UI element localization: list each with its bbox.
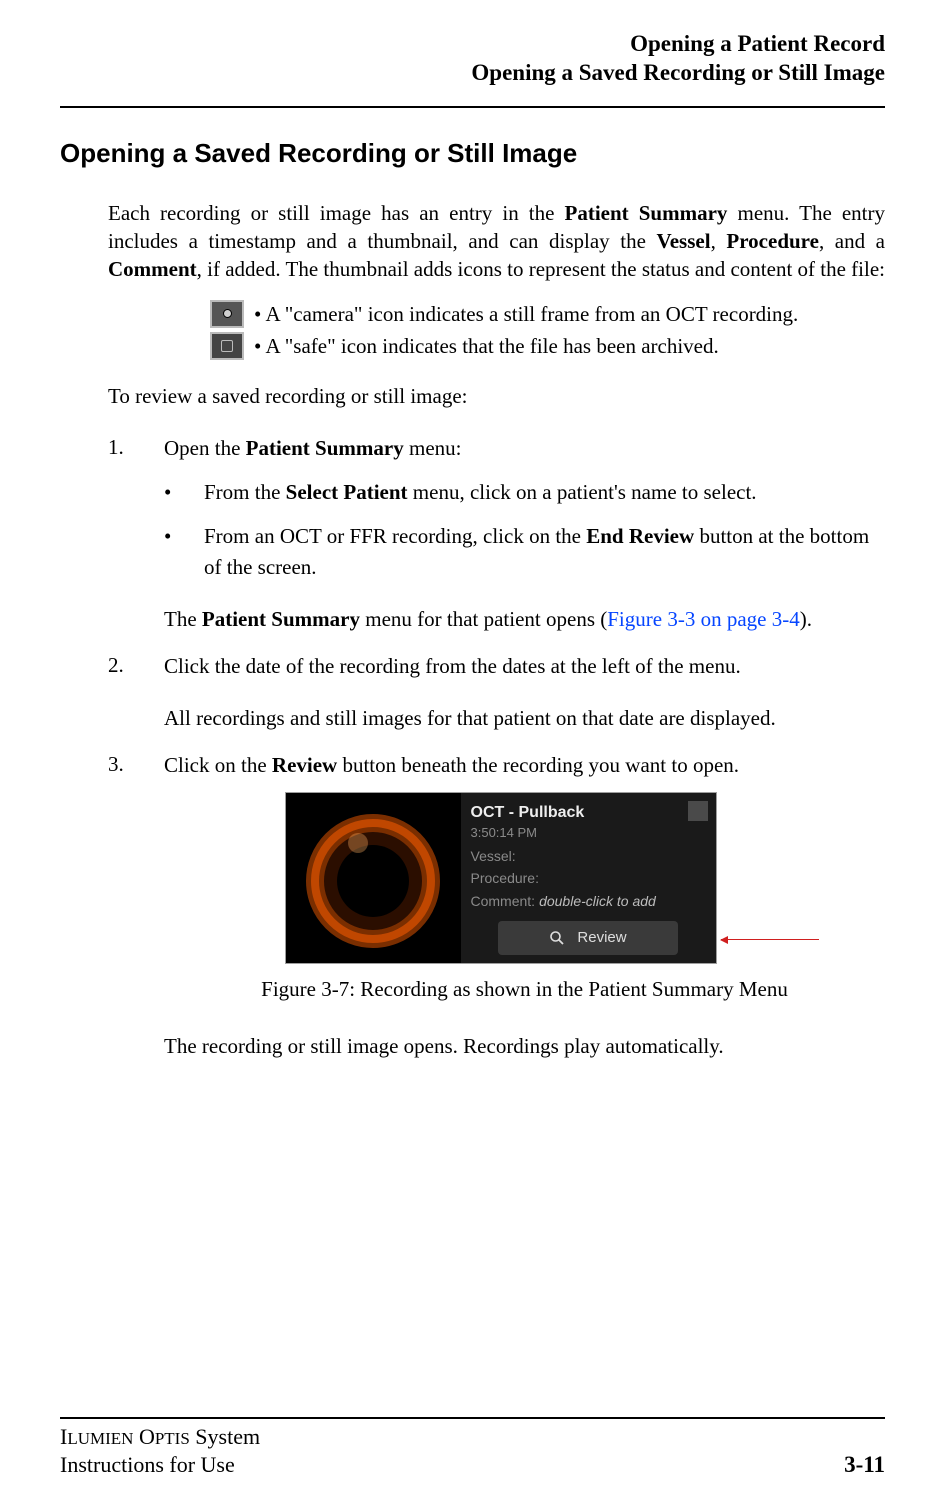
step-3-number: 3.	[108, 750, 156, 1061]
page-footer: ILUMIEN OPTIS System Instructions for Us…	[60, 1417, 885, 1478]
steps-list: 1. Open the Patient Summary menu: • From…	[108, 433, 885, 1061]
after-bold-patient-summary: Patient Summary	[202, 607, 360, 631]
step-1-sub-1: • From the Select Patient menu, click on…	[164, 477, 885, 507]
intro-bold-comment: Comment	[108, 257, 197, 281]
comment-placeholder[interactable]: double-click to add	[539, 893, 656, 909]
vessel-label: Vessel:	[471, 848, 516, 864]
intro-text: , if added. The thumbnail adds icons to …	[197, 257, 885, 281]
sub-bold-end-review: End Review	[586, 524, 694, 548]
page-header: Opening a Patient Record Opening a Saved…	[60, 30, 885, 88]
after-text: menu for that patient opens (	[360, 607, 607, 631]
comment-label: Comment:	[471, 893, 536, 909]
intro-bold-patient-summary: Patient Summary	[565, 201, 728, 225]
step-1-text: Open the	[164, 436, 246, 460]
step-1-text: menu:	[404, 436, 462, 460]
step-3-text: button beneath the recording you want to…	[337, 753, 739, 777]
footer-rest: PTIS	[155, 1429, 190, 1448]
step-1-number: 1.	[108, 433, 156, 635]
step-2-number: 2.	[108, 651, 156, 734]
step-2-after: All recordings and still images for that…	[164, 703, 885, 733]
recording-title: OCT - Pullback	[471, 801, 706, 824]
step-2-text: Click the date of the recording from the…	[164, 654, 741, 678]
header-line-1: Opening a Patient Record	[60, 30, 885, 59]
header-rule	[60, 106, 885, 108]
step-3: 3. Click on the Review button beneath th…	[108, 750, 885, 1061]
intro-text: , and a	[819, 229, 885, 253]
after-text: The	[164, 607, 202, 631]
intro-paragraph: Each recording or still image has an ent…	[108, 199, 885, 284]
step-2: 2. Click the date of the recording from …	[108, 651, 885, 734]
footer-tail: System	[190, 1424, 260, 1449]
step-3-content: Click on the Review button beneath the r…	[164, 750, 885, 1061]
step-1-sub-1-text: From the Select Patient menu, click on a…	[204, 477, 885, 507]
figure-link[interactable]: Figure 3-3 on page 3-4	[607, 607, 799, 631]
procedure-label: Procedure:	[471, 870, 539, 886]
comment-row: Comment:double-click to add	[471, 891, 706, 911]
recording-thumbnail	[286, 793, 461, 963]
intro-bold-procedure: Procedure	[726, 229, 819, 253]
recording-time: 3:50:14 PM	[471, 824, 706, 843]
icon-bullet-camera-text: • A "camera" icon indicates a still fram…	[254, 300, 798, 328]
figure-3-7: OCT - Pullback 3:50:14 PM Vessel: Proced…	[285, 792, 765, 964]
sub-text: From the	[204, 480, 286, 504]
icon-bullet-safe: • A "safe" icon indicates that the file …	[210, 332, 885, 360]
bullet-dot: •	[164, 521, 204, 582]
step-3-after: The recording or still image opens. Reco…	[164, 1031, 885, 1061]
recording-card: OCT - Pullback 3:50:14 PM Vessel: Proced…	[285, 792, 717, 964]
step-1-sub-bullets: • From the Select Patient menu, click on…	[164, 477, 885, 582]
procedure-row: Procedure:	[471, 868, 706, 888]
footer-rest: LUMIEN	[67, 1429, 133, 1448]
step-2-content: Click the date of the recording from the…	[164, 651, 885, 734]
step-1-content: Open the Patient Summary menu: • From th…	[164, 433, 885, 635]
icon-bullet-safe-text: • A "safe" icon indicates that the file …	[254, 332, 719, 360]
header-line-2: Opening a Saved Recording or Still Image	[60, 59, 885, 88]
sub-text: From an OCT or FFR recording, click on t…	[204, 524, 586, 548]
step-1-bold: Patient Summary	[246, 436, 404, 460]
review-button-label: Review	[577, 927, 626, 949]
step-1: 1. Open the Patient Summary menu: • From…	[108, 433, 885, 635]
callout-arrow	[721, 939, 819, 940]
step-1-sub-2: • From an OCT or FFR recording, click on…	[164, 521, 885, 582]
sub-bold-select-patient: Select Patient	[286, 480, 408, 504]
section-heading: Opening a Saved Recording or Still Image	[60, 138, 885, 169]
review-button[interactable]: Review	[498, 921, 678, 955]
step-1-after: The Patient Summary menu for that patien…	[164, 604, 885, 634]
icon-bullet-camera: • A "camera" icon indicates a still fram…	[210, 300, 885, 328]
footer-product: ILUMIEN OPTIS System	[60, 1423, 260, 1451]
step-3-text: Click on the	[164, 753, 272, 777]
footer-left: ILUMIEN OPTIS System Instructions for Us…	[60, 1423, 260, 1478]
step-3-bold-review: Review	[272, 753, 337, 777]
safe-icon	[210, 332, 244, 360]
step-1-sub-2-text: From an OCT or FFR recording, click on t…	[204, 521, 885, 582]
figure-caption: Figure 3-7: Recording as shown in the Pa…	[164, 974, 885, 1004]
sub-text: menu, click on a patient's name to selec…	[408, 480, 757, 504]
vessel-row: Vessel:	[471, 846, 706, 866]
intro-bold-vessel: Vessel	[657, 229, 711, 253]
footer-sc: O	[133, 1424, 154, 1449]
camera-icon	[210, 300, 244, 328]
footer-rule	[60, 1417, 885, 1419]
search-icon	[549, 930, 565, 946]
recording-meta: OCT - Pullback 3:50:14 PM Vessel: Proced…	[461, 793, 716, 963]
intro-text: Each recording or still image has an ent…	[108, 201, 565, 225]
intro-text: ,	[711, 229, 727, 253]
footer-doc-title: Instructions for Use	[60, 1451, 260, 1479]
recording-checkbox[interactable]	[688, 801, 708, 821]
footer-page-number: 3-11	[844, 1452, 885, 1478]
after-text: ).	[800, 607, 812, 631]
lead-sentence: To review a saved recording or still ima…	[108, 382, 885, 410]
oct-ring-icon	[298, 803, 448, 953]
bullet-dot: •	[164, 477, 204, 507]
icon-bullet-list: • A "camera" icon indicates a still fram…	[210, 300, 885, 361]
